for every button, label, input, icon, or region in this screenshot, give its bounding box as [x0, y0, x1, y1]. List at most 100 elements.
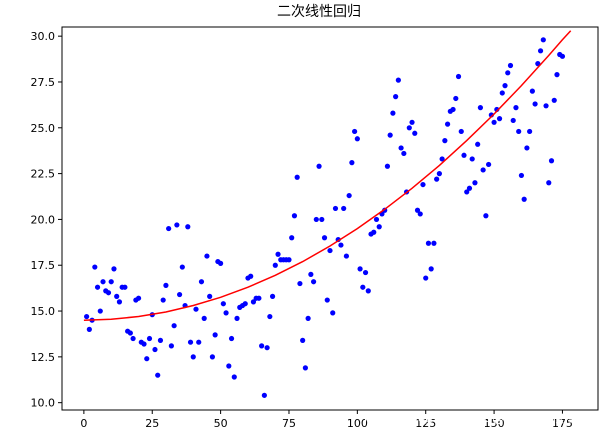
scatter-point: [537, 48, 544, 54]
scatter-point: [439, 156, 445, 162]
scatter-point: [166, 225, 172, 232]
scatter-point: [551, 97, 557, 103]
scatter-point: [486, 161, 492, 168]
scatter-point: [313, 216, 319, 223]
scatter-point: [444, 121, 451, 127]
scatter-point: [256, 295, 262, 301]
scatter-point: [477, 105, 484, 111]
scatter-point: [264, 345, 270, 351]
scatter-point: [548, 158, 555, 164]
scatter-point: [401, 150, 407, 157]
scatter-point: [155, 372, 161, 378]
scatter-series: [84, 37, 566, 398]
scatter-point: [496, 116, 503, 122]
scatter-point: [157, 337, 164, 343]
scatter-point: [527, 128, 533, 135]
scatter-point: [354, 136, 360, 142]
y-tick-label: 17.5: [31, 259, 56, 272]
scatter-point: [431, 240, 437, 246]
scatter-point: [297, 280, 303, 287]
y-tick-label: 10.0: [31, 397, 56, 410]
scatter-point: [220, 301, 226, 307]
scatter-point: [543, 103, 549, 109]
scatter-point: [352, 128, 358, 135]
scatter-point: [141, 341, 147, 347]
y-tick-label: 27.5: [31, 76, 56, 89]
scatter-point: [521, 196, 527, 202]
scatter-point: [357, 266, 363, 272]
scatter-point: [455, 73, 462, 80]
x-tick-label: 100: [347, 417, 368, 430]
scatter-point: [469, 156, 475, 162]
scatter-point: [316, 163, 322, 169]
scatter-point: [450, 106, 456, 113]
scatter-point: [384, 163, 391, 169]
scatter-point: [365, 288, 371, 294]
scatter-point: [116, 299, 123, 305]
scatter-point: [135, 295, 142, 301]
scatter-point: [395, 77, 401, 83]
scatter-point: [425, 240, 432, 246]
scatter-point: [171, 323, 177, 329]
scatter-point: [185, 224, 191, 230]
scatter-point: [198, 279, 205, 285]
scatter-point: [480, 167, 486, 173]
scatter-point: [248, 273, 254, 279]
scatter-point: [371, 229, 377, 235]
scatter-point: [100, 279, 106, 285]
regression-line: [83, 30, 572, 321]
scatter-point: [163, 282, 169, 288]
scatter-point: [475, 141, 481, 147]
scatter-point: [228, 335, 235, 342]
scatter-point: [491, 119, 497, 125]
scatter-point: [267, 313, 273, 320]
scatter-point: [190, 354, 196, 360]
scatter-point: [518, 172, 525, 179]
scatter-point: [209, 354, 216, 360]
scatter-point: [327, 247, 333, 254]
scatter-point: [300, 337, 306, 343]
scatter-point: [324, 297, 330, 303]
scatter-point: [466, 185, 473, 191]
y-axis: 10.0 12.5 15.0 17.5 20.0 22.5 25.0 27.5 30.0: [31, 30, 62, 410]
scatter-point: [92, 264, 98, 270]
scatter-point: [524, 145, 530, 151]
scatter-point: [305, 315, 311, 321]
scatter-point: [291, 213, 298, 219]
x-tick-label: 75: [282, 417, 296, 430]
scatter-point: [406, 125, 412, 131]
y-tick-label: 15.0: [31, 305, 56, 318]
scatter-point: [269, 293, 276, 299]
scatter-point: [179, 264, 185, 270]
y-tick-label: 25.0: [31, 122, 56, 135]
scatter-point: [461, 152, 467, 158]
scatter-point: [218, 260, 224, 266]
scatter-point: [387, 132, 393, 138]
scatter-point: [114, 293, 120, 299]
scatter-point: [321, 235, 328, 241]
scatter-point: [510, 117, 516, 124]
scatter-point: [261, 392, 267, 398]
scatter-point: [442, 138, 448, 144]
scatter-point: [105, 290, 112, 296]
scatter-point: [250, 299, 257, 305]
scatter-point: [458, 128, 464, 135]
scatter-point: [152, 346, 158, 353]
scatter-point: [196, 339, 202, 345]
y-tick-label: 30.0: [31, 30, 56, 43]
scatter-point: [86, 326, 92, 332]
chart-title: 二次线性回归: [277, 3, 361, 20]
scatter-point: [130, 335, 136, 342]
scatter-point: [332, 205, 339, 212]
scatter-point: [529, 88, 535, 94]
scatter-point: [360, 284, 366, 290]
scatter-point: [414, 207, 421, 213]
scatter-point: [207, 293, 213, 299]
scatter-point: [559, 53, 566, 59]
scatter-point: [483, 213, 489, 219]
scatter-point: [272, 262, 278, 268]
scatter-point: [94, 284, 101, 290]
plot-frame: [61, 26, 599, 411]
scatter-point: [212, 332, 218, 338]
